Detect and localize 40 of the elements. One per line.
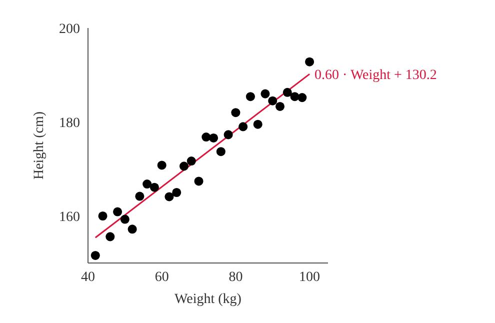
point <box>194 176 204 186</box>
point <box>113 207 122 216</box>
point <box>135 192 144 201</box>
point <box>142 180 152 189</box>
x-tick-label: 60 <box>154 270 169 285</box>
x-tick-label: 40 <box>81 270 95 285</box>
point <box>282 88 292 97</box>
point <box>179 162 189 171</box>
point <box>120 214 130 224</box>
x-tick-label: 80 <box>228 270 243 285</box>
point <box>238 122 248 132</box>
y-tick-label: 180 <box>59 116 80 131</box>
x-axis-title: Weight (kg) <box>174 292 242 307</box>
y-axis-title: Height (cm) <box>32 111 47 180</box>
annotation: 0.60 · Weight + 130.2 <box>314 68 437 84</box>
point <box>128 224 137 234</box>
point <box>268 96 278 106</box>
point <box>90 250 100 260</box>
point <box>209 133 218 142</box>
point <box>106 232 115 242</box>
point <box>275 102 285 111</box>
point <box>231 108 240 118</box>
point <box>172 188 182 198</box>
x-tick-label: 100 <box>299 270 320 285</box>
point <box>290 92 300 102</box>
point <box>224 130 233 140</box>
point <box>202 132 211 142</box>
point <box>305 57 314 66</box>
point <box>98 211 108 221</box>
point <box>164 192 174 202</box>
point <box>216 147 226 156</box>
point <box>298 93 307 102</box>
y-tick-label: 160 <box>59 210 80 225</box>
point <box>253 120 262 129</box>
point <box>157 160 166 170</box>
point <box>246 92 255 102</box>
point <box>150 182 159 192</box>
y-tick-label: 200 <box>59 22 80 37</box>
point <box>186 156 196 166</box>
point <box>260 89 270 98</box>
